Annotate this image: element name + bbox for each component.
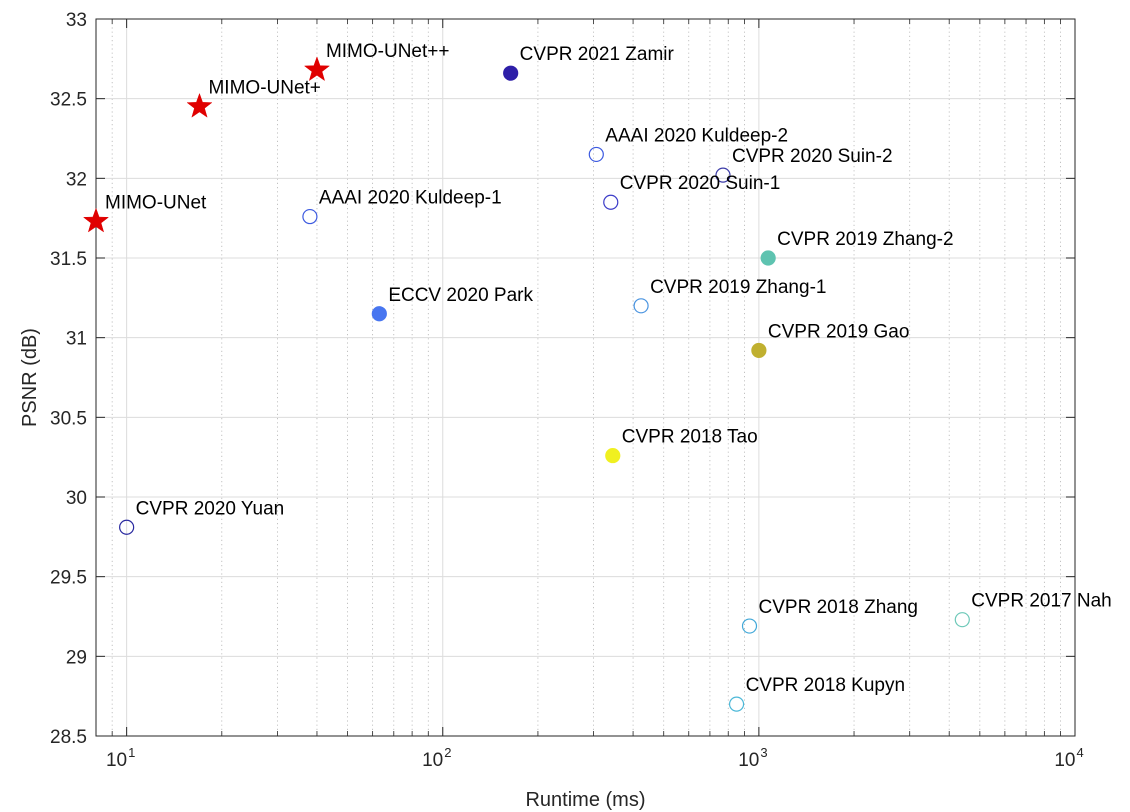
axes-frame <box>95 18 1076 737</box>
point-cvpr-2020-suin-2 <box>715 167 731 183</box>
point-cvpr-2020-suin-1 <box>603 194 619 210</box>
point-label-mimo-unet: MIMO-UNet <box>105 192 207 213</box>
y-tick-label: 30.5 <box>50 408 87 429</box>
point-aaai-2020-kuldeep-1 <box>302 208 318 225</box>
point-label-mimo-unet: MIMO-UNet++ <box>326 41 450 62</box>
x-tick-label: 101 <box>106 745 135 771</box>
point-cvpr-2021-zamir <box>503 65 519 81</box>
point-cvpr-2019-gao <box>751 342 767 359</box>
point-label-eccv-2020-park: ECCV 2020 Park <box>388 285 533 306</box>
point-mimo-unet <box>186 92 213 118</box>
x-tick-label: 102 <box>422 745 451 771</box>
point-cvpr-2018-tao <box>605 447 621 464</box>
point-cvpr-2018-zhang <box>741 618 758 634</box>
plot-area <box>96 19 1075 736</box>
y-tick-label: 29 <box>66 647 87 668</box>
y-tick-label: 32.5 <box>50 90 87 111</box>
point-cvpr-2019-zhang-2 <box>760 250 776 266</box>
y-tick-label: 32 <box>66 169 87 190</box>
y-tick-label: 31.5 <box>50 249 87 270</box>
point-mimo-unet <box>303 56 331 82</box>
data-points: MIMO-UNet MIMO-UNet+ MIMO-UNet++ CVPR 2021 … <box>82 41 1112 712</box>
point-label-cvpr-2019-zhang-2: CVPR 2019 Zhang-2 <box>777 229 953 250</box>
x-tick-label: 104 <box>1054 745 1083 771</box>
point-mimo-unet <box>82 207 110 233</box>
y-tick-label: 29.5 <box>50 568 87 589</box>
point-label-cvpr-2018-tao: CVPR 2018 Tao <box>622 427 758 448</box>
point-label-aaai-2020-kuldeep-2: AAAI 2020 Kuldeep-2 <box>605 125 788 146</box>
axis-ticks: 101 102 103 104 28.5 29 29.5 30 30.5 31 31.5 32 32.5… <box>50 10 1084 771</box>
point-label-cvpr-2017-nah: CVPR 2017 Nah <box>971 591 1111 612</box>
point-cvpr-2020-yuan <box>119 519 135 535</box>
point-cvpr-2019-zhang-1 <box>633 298 649 314</box>
y-tick-label: 28.5 <box>50 727 87 748</box>
x-tick-label: 103 <box>738 745 767 771</box>
point-aaai-2020-kuldeep-2 <box>588 146 604 163</box>
minor-grid <box>111 19 1061 736</box>
point-label-cvpr-2018-zhang: CVPR 2018 Zhang <box>759 597 919 618</box>
y-tick-label: 31 <box>66 329 87 350</box>
y-axis-title: PSNR (dB) <box>19 328 41 427</box>
point-label-cvpr-2019-gao: CVPR 2019 Gao <box>768 321 910 342</box>
point-label-cvpr-2020-suin-1: CVPR 2020 Suin-1 <box>620 173 781 194</box>
point-label-cvpr-2020-yuan: CVPR 2020 Yuan <box>136 498 285 519</box>
y-tick-label: 30 <box>66 488 87 509</box>
point-label-mimo-unet: MIMO-UNet+ <box>208 78 320 99</box>
point-eccv-2020-park <box>371 306 387 322</box>
x-axis-title: Runtime (ms) <box>525 789 645 811</box>
point-label-cvpr-2020-suin-2: CVPR 2020 Suin-2 <box>732 146 893 167</box>
point-cvpr-2017-nah <box>954 612 970 628</box>
point-label-aaai-2020-kuldeep-1: AAAI 2020 Kuldeep-1 <box>319 188 502 209</box>
y-tick-label: 33 <box>66 10 87 31</box>
point-label-cvpr-2018-kupyn: CVPR 2018 Kupyn <box>746 675 906 696</box>
point-label-cvpr-2019-zhang-1: CVPR 2019 Zhang-1 <box>650 277 826 298</box>
point-cvpr-2018-kupyn <box>728 696 745 712</box>
point-label-cvpr-2021-zamir: CVPR 2021 Zamir <box>520 44 675 65</box>
